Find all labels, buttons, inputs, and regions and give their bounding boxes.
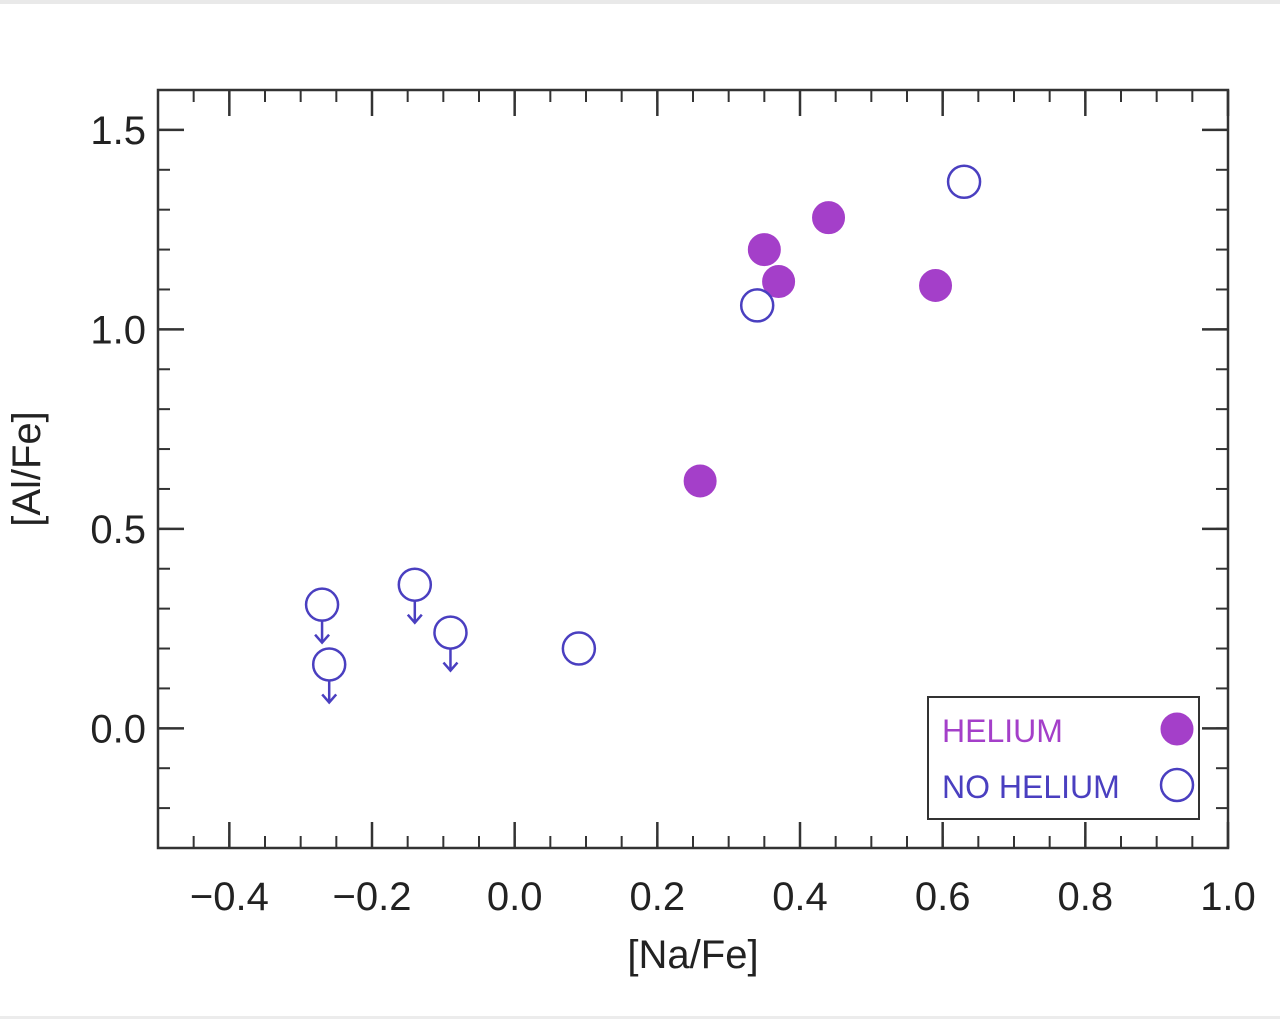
upper-limit-arrowhead (321, 693, 338, 705)
top-border (0, 0, 1280, 4)
plot-frame (156, 88, 1230, 850)
upper-limit-arrowhead (406, 613, 423, 625)
data-point-helium (812, 201, 846, 235)
data-point-no-helium (304, 587, 340, 622)
y-axis-title: [Al/Fe] (5, 411, 49, 527)
data-point-helium (762, 264, 796, 298)
legend-box (927, 696, 1200, 820)
legend: HELIUM NO HELIUM (927, 696, 1200, 820)
y-tick-labels: 0.0 0.5 1.0 1.5 (90, 109, 146, 751)
x-tick-label: −0.4 (190, 875, 269, 919)
upper-limit-arrowhead (442, 661, 459, 673)
data-point-no-helium (397, 567, 433, 602)
x-tick-label: 0.0 (487, 875, 543, 919)
legend-label-helium: HELIUM (942, 713, 1063, 749)
legend-marker-helium (1160, 712, 1194, 746)
major-ticks (158, 90, 1230, 848)
x-tick-label: 1.0 (1200, 875, 1256, 919)
y-tick-label: 0.5 (90, 508, 146, 552)
upper-limit-arrowhead (314, 633, 331, 645)
data-point-no-helium (311, 647, 347, 682)
bottom-border (0, 1016, 1280, 1019)
data-point-helium (683, 464, 717, 498)
x-tick-label: 0.8 (1058, 875, 1114, 919)
data-points (304, 164, 982, 705)
x-tick-label: −0.2 (333, 875, 412, 919)
data-point-no-helium (433, 615, 468, 650)
data-point-no-helium (946, 164, 982, 200)
x-axis-title: [Na/Fe] (627, 933, 758, 977)
data-point-no-helium (739, 288, 775, 323)
legend-marker-no-helium (1159, 767, 1195, 803)
x-tick-label: 0.2 (630, 875, 686, 919)
data-point-helium (919, 268, 953, 302)
legend-label-no-helium: NO HELIUM (942, 769, 1120, 805)
y-tick-label: 1.0 (90, 308, 146, 352)
data-point-helium (747, 233, 781, 267)
y-tick-label: 1.5 (90, 109, 146, 153)
x-tick-label: 0.4 (772, 875, 828, 919)
x-tick-label: 0.6 (915, 875, 971, 919)
data-point-no-helium (561, 631, 597, 666)
y-tick-label: 0.0 (90, 707, 146, 751)
x-tick-labels: −0.4 −0.2 0.0 0.2 0.4 0.6 0.8 1.0 (190, 875, 1256, 919)
